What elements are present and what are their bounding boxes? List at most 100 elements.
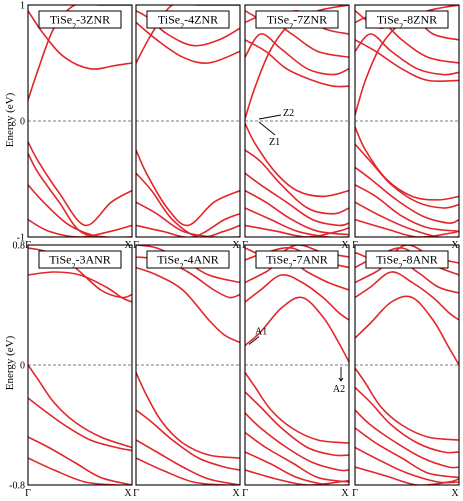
band-line-1 [28, 271, 132, 303]
band-line-6 [245, 122, 349, 198]
band-line-1 [245, 296, 349, 363]
panel-title: TiSe2-3ANR [49, 253, 111, 271]
panel-frame [135, 244, 241, 486]
panel-6: TiSe2-4ANR Γ X [133, 244, 241, 499]
band-line-6 [28, 218, 132, 237]
band-line-4 [136, 149, 240, 227]
y-tick-label: 0 [20, 361, 25, 372]
band-line-8 [245, 172, 349, 227]
band-line-10 [245, 451, 349, 485]
band-line-11 [355, 466, 459, 485]
panel-5: TiSe2-3ANR Γ X 0.8 0 -0.8 [9, 241, 133, 499]
panel-title-box [146, 250, 230, 269]
panel-frame [27, 244, 133, 486]
band-line-2 [136, 21, 240, 64]
band-lines [136, 245, 240, 485]
band-line-6 [355, 367, 459, 441]
band-line-7 [136, 213, 240, 237]
band-line-8 [355, 166, 459, 224]
band-line-1 [136, 5, 240, 64]
panel-title: TiSe2-7ZNR [267, 13, 327, 31]
ylabel-bottom: Energy (eV) [4, 335, 16, 390]
band-line-6 [28, 457, 132, 485]
annotation-a2: A2 [333, 384, 345, 395]
panel-title: TiSe2-8ZNR [377, 13, 437, 31]
annotation-z2: Z2 [283, 108, 294, 119]
band-lines [28, 5, 132, 237]
y-tick-label: 0 [20, 117, 25, 128]
band-line-2 [28, 10, 132, 70]
panel-frame [244, 4, 350, 238]
band-line-1 [355, 295, 459, 366]
band-line-7 [355, 143, 459, 209]
annotations-a: A1 A2 [248, 327, 345, 395]
x-tick-x: X [341, 488, 349, 499]
x-tick-x: X [124, 488, 132, 499]
band-line-3 [28, 364, 132, 449]
band-line-6 [136, 201, 240, 237]
panel-frame [135, 4, 241, 238]
y-tick-label: -1 [17, 233, 25, 244]
band-line-7 [355, 386, 459, 454]
band-line-9 [245, 431, 349, 483]
band-line-5 [28, 184, 132, 237]
band-line-4 [28, 397, 132, 452]
band-line-2 [355, 271, 459, 321]
panel-title-box [365, 10, 449, 29]
panel-title: TiSe2-4ANR [157, 253, 219, 271]
panel-title: TiSe2-3ZNR [50, 13, 110, 31]
panel-frame [354, 244, 460, 486]
band-line-7 [245, 391, 349, 457]
x-tick-x: X [451, 488, 459, 499]
panel-frame [244, 244, 350, 486]
band-line-8 [245, 412, 349, 472]
band-line-4 [28, 152, 132, 237]
panel-title-box [365, 250, 449, 269]
band-line-10 [245, 207, 349, 237]
band-line-11 [355, 218, 459, 237]
band-line-9 [245, 189, 349, 236]
x-tick-x: X [232, 488, 240, 499]
axis-titles: Energy (eV) Energy (eV) [4, 92, 16, 390]
band-line-3 [355, 39, 459, 83]
band-line-3 [28, 141, 132, 227]
band-line-1 [136, 266, 240, 344]
panel-7: TiSe2-7ANR Γ X A1 A2 [242, 244, 350, 499]
annotations-z: Z2 Z1 [258, 108, 294, 148]
x-tick-gamma: Γ [25, 488, 31, 499]
band-line-6 [245, 371, 349, 444]
band-line-4 [136, 371, 240, 459]
band-line-3 [136, 10, 240, 47]
panel-title: TiSe2-7ANR [266, 253, 328, 271]
band-line-8 [355, 409, 459, 469]
panel-title-box [38, 10, 122, 29]
band-line-9 [355, 184, 459, 232]
band-line-5 [136, 409, 240, 471]
y-tick-label: 0.8 [13, 241, 26, 252]
panel-title: TiSe2-4ZNR [158, 13, 218, 31]
y-tick-label: 1 [20, 1, 25, 12]
band-line-11 [245, 469, 349, 485]
band-lines [245, 5, 349, 237]
panel-frame [27, 4, 133, 238]
panel-title-box [38, 250, 122, 269]
ylabel-top: Energy (eV) [4, 92, 16, 147]
band-line-10 [355, 201, 459, 237]
panel-title-box [255, 250, 339, 269]
annotation-a1: A1 [255, 327, 267, 338]
band-line-2 [355, 33, 459, 76]
band-line-6 [355, 126, 459, 201]
panel-frame [354, 4, 460, 238]
band-line-2 [245, 274, 349, 321]
band-line-5 [28, 436, 132, 485]
annotation-z1: Z1 [269, 137, 280, 148]
band-line-5 [136, 172, 240, 237]
band-line-7 [245, 149, 349, 215]
band-line-9 [355, 427, 459, 479]
